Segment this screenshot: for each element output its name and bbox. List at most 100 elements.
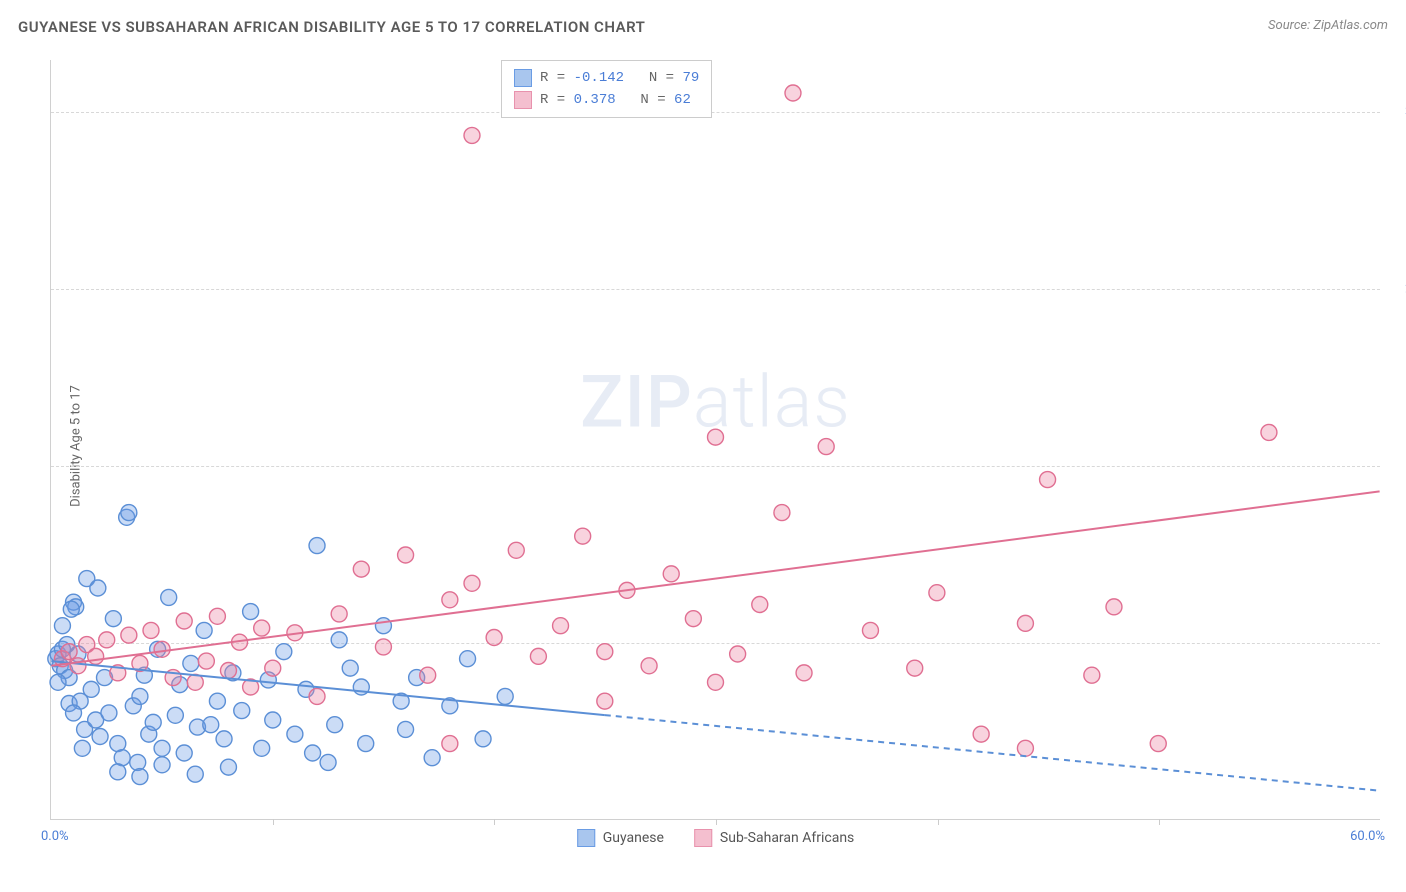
data-point xyxy=(460,651,476,667)
data-point xyxy=(641,658,657,674)
data-point xyxy=(774,505,790,521)
data-point xyxy=(575,528,591,544)
data-point xyxy=(187,674,203,690)
data-point xyxy=(54,618,70,634)
data-point xyxy=(101,705,117,721)
data-point xyxy=(176,613,192,629)
data-point xyxy=(1017,615,1033,631)
data-point xyxy=(66,705,82,721)
data-point xyxy=(597,693,613,709)
data-point xyxy=(145,714,161,730)
data-point xyxy=(209,693,225,709)
x-min-label: 0.0% xyxy=(41,829,69,844)
data-point xyxy=(121,505,137,521)
n-stat: N = 79 xyxy=(632,70,699,86)
legend-label: Guyanese xyxy=(603,830,664,846)
chart-container: GUYANESE VS SUBSAHARAN AFRICAN DISABILIT… xyxy=(0,0,1406,892)
data-point xyxy=(309,688,325,704)
data-point xyxy=(730,646,746,662)
data-point xyxy=(929,585,945,601)
data-point xyxy=(907,660,923,676)
data-point xyxy=(442,736,458,752)
data-point xyxy=(110,764,126,780)
data-point xyxy=(154,740,170,756)
data-point xyxy=(265,660,281,676)
data-point xyxy=(234,703,250,719)
data-point xyxy=(358,736,374,752)
legend-swatch xyxy=(514,69,532,87)
data-point xyxy=(424,750,440,766)
data-point xyxy=(161,589,177,605)
y-tick-label: 30.0% xyxy=(1385,104,1406,119)
x-tick xyxy=(938,819,939,825)
data-point xyxy=(220,663,236,679)
data-point xyxy=(83,681,99,697)
data-point xyxy=(50,674,66,690)
legend-swatch xyxy=(694,829,712,847)
data-point xyxy=(708,429,724,445)
x-tick xyxy=(1159,819,1160,825)
data-point xyxy=(254,740,270,756)
data-point xyxy=(176,745,192,761)
x-tick xyxy=(494,819,495,825)
data-point xyxy=(183,655,199,671)
data-point xyxy=(785,85,801,101)
plot-area: ZIPatlas 7.5%15.0%22.5%30.0% 0.0% 60.0% … xyxy=(50,60,1380,820)
data-point xyxy=(752,597,768,613)
source-credit: Source: ZipAtlas.com xyxy=(1268,18,1388,33)
data-point xyxy=(187,766,203,782)
data-point xyxy=(442,592,458,608)
data-point xyxy=(105,611,121,627)
data-point xyxy=(1106,599,1122,615)
data-point xyxy=(132,688,148,704)
data-point xyxy=(1040,472,1056,488)
data-point xyxy=(486,630,502,646)
data-point xyxy=(196,622,212,638)
data-point xyxy=(375,639,391,655)
data-point xyxy=(475,731,491,747)
data-point xyxy=(818,439,834,455)
data-point xyxy=(796,665,812,681)
data-point xyxy=(1261,424,1277,440)
data-point xyxy=(276,644,292,660)
data-point xyxy=(1084,667,1100,683)
y-tick-label: 22.5% xyxy=(1385,281,1406,296)
y-tick-label: 7.5% xyxy=(1385,635,1406,650)
data-point xyxy=(464,127,480,143)
data-point xyxy=(88,648,104,664)
data-point xyxy=(508,542,524,558)
data-point xyxy=(99,632,115,648)
legend-item: Guyanese xyxy=(577,829,664,847)
data-point xyxy=(353,561,369,577)
data-point xyxy=(663,566,679,582)
data-point xyxy=(121,627,137,643)
data-point xyxy=(74,740,90,756)
n-stat: N = 62 xyxy=(624,92,691,108)
correlation-legend-row: R = -0.142 N = 79 xyxy=(514,67,699,89)
data-point xyxy=(708,674,724,690)
data-point xyxy=(216,731,232,747)
trend-line-extrapolated xyxy=(605,715,1380,791)
data-point xyxy=(254,620,270,636)
data-point xyxy=(398,547,414,563)
data-point xyxy=(154,641,170,657)
plot-svg xyxy=(51,60,1380,819)
data-point xyxy=(398,721,414,737)
x-max-label: 60.0% xyxy=(1350,829,1385,844)
data-point xyxy=(198,653,214,669)
data-point xyxy=(63,601,79,617)
data-point xyxy=(553,618,569,634)
data-point xyxy=(331,632,347,648)
data-point xyxy=(265,712,281,728)
data-point xyxy=(90,580,106,596)
data-point xyxy=(203,717,219,733)
legend-swatch xyxy=(514,91,532,109)
legend-swatch xyxy=(577,829,595,847)
chart-title: GUYANESE VS SUBSAHARAN AFRICAN DISABILIT… xyxy=(18,18,645,36)
data-point xyxy=(331,606,347,622)
data-point xyxy=(154,757,170,773)
data-point xyxy=(61,644,77,660)
x-tick xyxy=(273,819,274,825)
correlation-legend: R = -0.142 N = 79 R = 0.378 N = 62 xyxy=(501,60,712,118)
legend-item: Sub-Saharan Africans xyxy=(694,829,854,847)
